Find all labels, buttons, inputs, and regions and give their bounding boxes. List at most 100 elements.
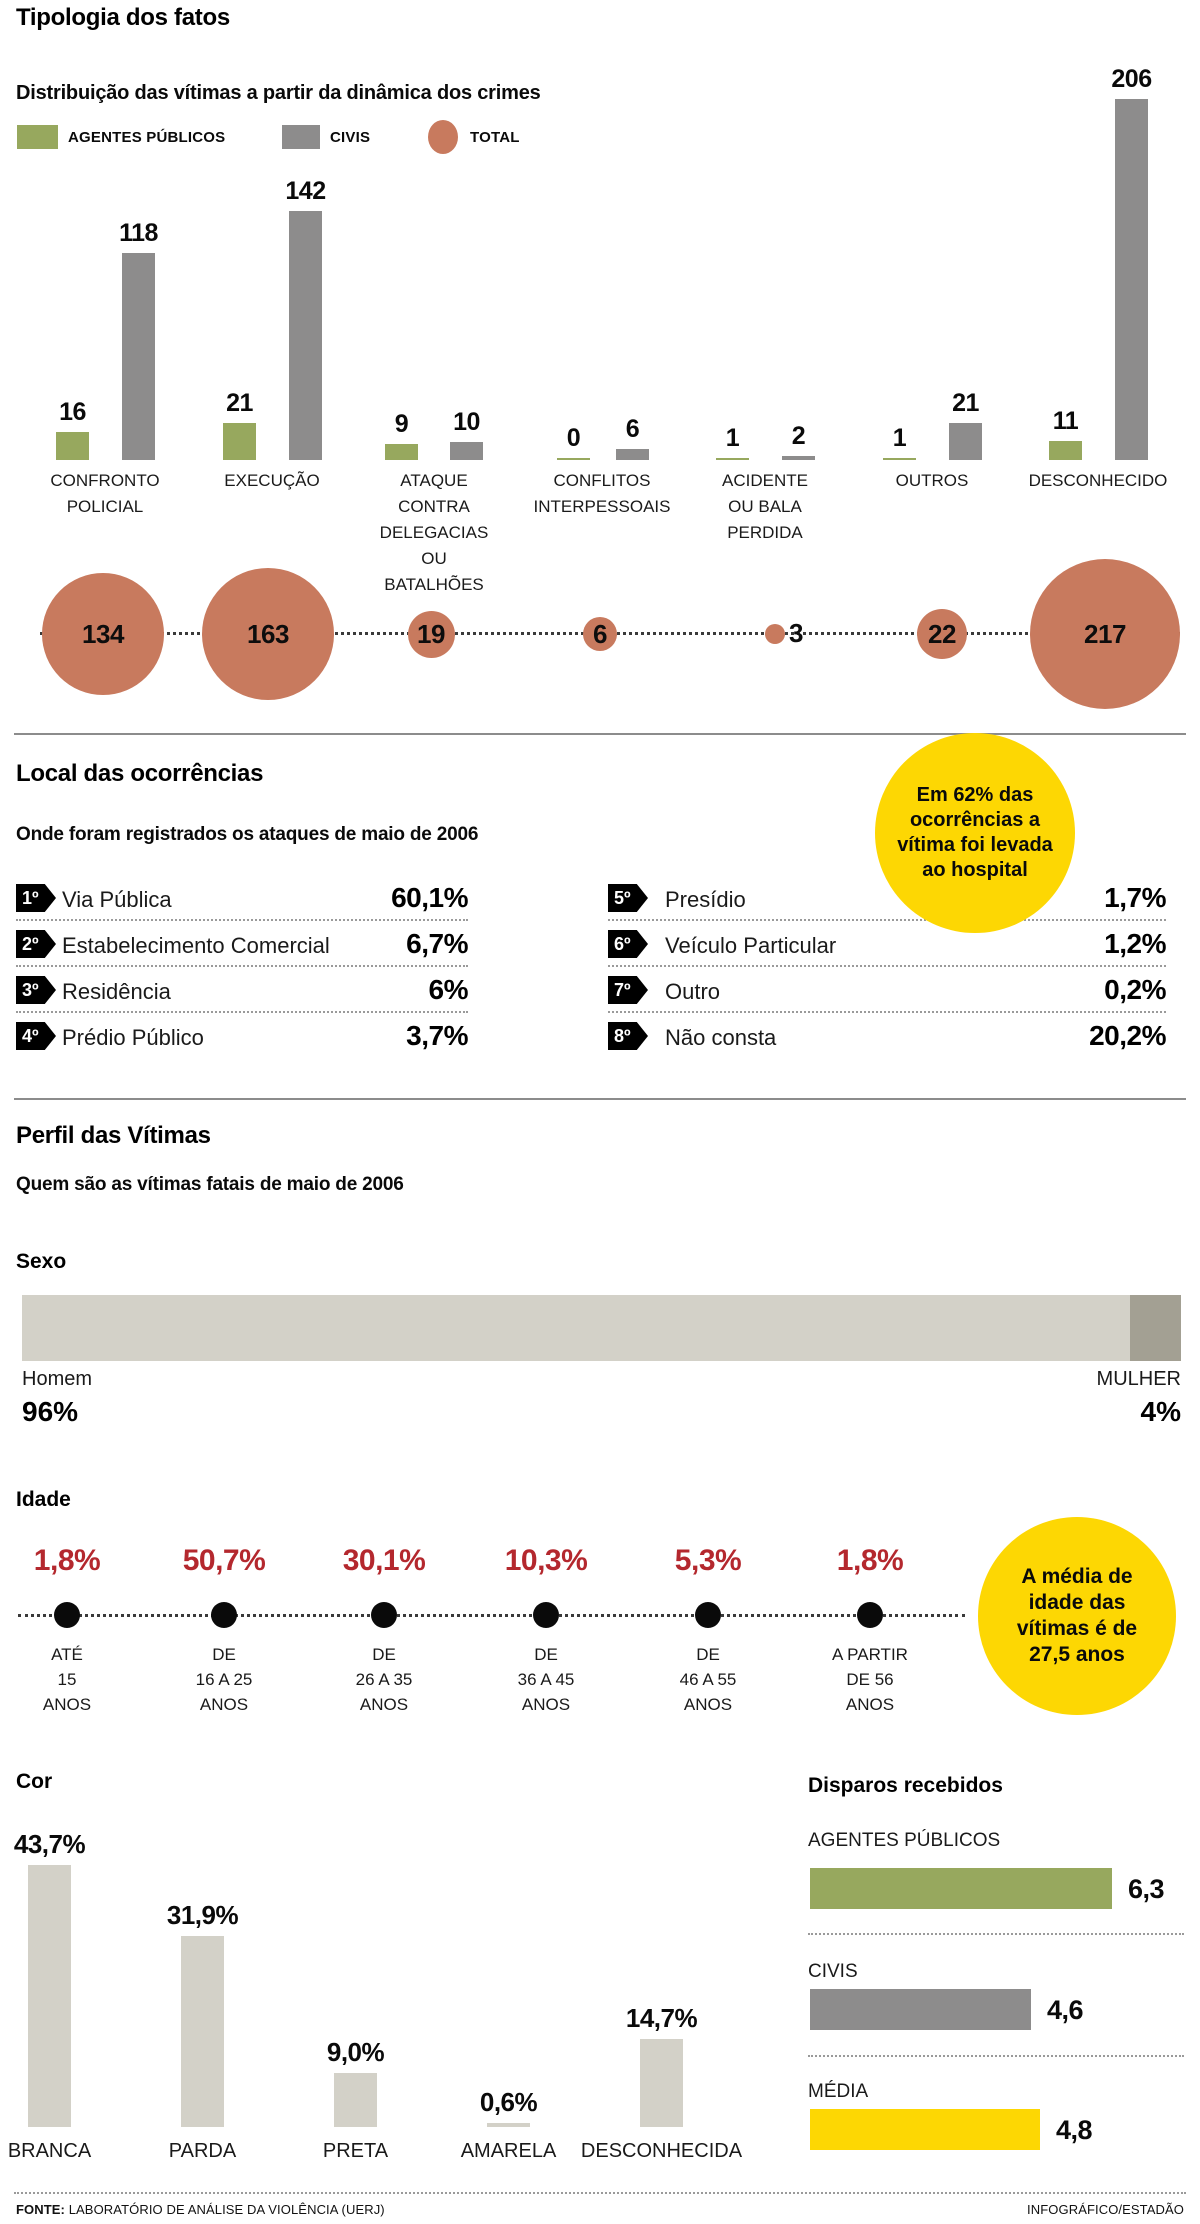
local-item-label: Veículo Particular xyxy=(665,933,837,958)
bar-civis xyxy=(1115,99,1148,460)
bar-value-agentes: 9 xyxy=(394,410,409,438)
hospital-callout-circle: Em 62% das ocorrências a vítima foi leva… xyxy=(875,733,1075,933)
category-label: CONFRONTO POLICIAL xyxy=(50,471,160,516)
page-title: Tipologia dos fatos xyxy=(16,4,230,31)
local-item-label: Residência xyxy=(62,979,171,1004)
local-item-value: 20,2% xyxy=(1089,1020,1166,1051)
local-item-value: 3,7% xyxy=(406,1020,468,1051)
idade-percent: 50,7% xyxy=(182,1544,266,1577)
category-label: ACIDENTE OU BALA PERDIDA xyxy=(722,471,808,542)
disparos-bar-value: 6,3 xyxy=(1128,1874,1165,1904)
sexo-value-mulher: 4% xyxy=(1140,1396,1181,1427)
idade-dot xyxy=(211,1602,237,1628)
cor-bar-value: 43,7% xyxy=(13,1829,86,1859)
bar-value-civis: 118 xyxy=(119,219,158,247)
total-value: 163 xyxy=(247,618,289,649)
total-circle: 134 xyxy=(42,573,164,695)
bar-value-agentes: 0 xyxy=(566,424,581,452)
cor-bar xyxy=(640,2039,683,2127)
legend-label-total: TOTAL xyxy=(470,129,520,146)
cor-bar-value: 14,7% xyxy=(625,2003,698,2033)
idade-dot xyxy=(695,1602,721,1628)
sexo-label-mulher: MULHER xyxy=(1096,1368,1181,1390)
disparos-heading: Disparos recebidos xyxy=(808,1774,1003,1797)
total-value: 217 xyxy=(1084,618,1126,649)
rank-badge: 1º xyxy=(16,884,56,912)
cor-bar-value: 0,6% xyxy=(479,2087,538,2117)
disparos-bar xyxy=(810,1868,1112,1909)
idade-media-callout-text: A média de idade das vítimas é de 27,5 a… xyxy=(1016,1565,1138,1666)
sexo-bar-mulher xyxy=(1130,1295,1181,1361)
bar-value-civis: 2 xyxy=(791,422,806,450)
bar-value-agentes: 16 xyxy=(59,398,86,426)
category-label: DESCONHECIDO xyxy=(1028,471,1168,490)
local-item-value: 1,7% xyxy=(1104,882,1166,913)
bar-civis xyxy=(122,253,155,460)
typology-subtitle: Distribuição das vítimas a partir da din… xyxy=(16,82,541,104)
footer-dotted-line xyxy=(14,2192,1186,2194)
idade-percent: 1,8% xyxy=(836,1544,904,1577)
footer-source: FONTE: LABORATÓRIO DE ANÁLISE DA VIOLÊNC… xyxy=(16,2202,385,2217)
category-label: EXECUÇÃO xyxy=(224,471,320,490)
category-label: ATAQUE CONTRA DELEGACIAS OU BATALHÕES xyxy=(379,471,489,594)
bar-value-civis: 142 xyxy=(285,177,326,205)
local-subtitle: Onde foram registrados os ataques de mai… xyxy=(16,824,479,845)
total-value: 134 xyxy=(82,618,124,649)
disparos-category-label: MÉDIA xyxy=(808,2081,869,2102)
idade-category-label: DE 36 A 45 ANOS xyxy=(517,1645,575,1714)
category-label: OUTROS xyxy=(895,471,969,490)
local-item-value: 1,2% xyxy=(1104,928,1166,959)
rank-badge: 2º xyxy=(16,930,56,958)
bar-value-civis: 21 xyxy=(952,389,979,417)
perfil-title: Perfil das Vítimas xyxy=(16,1122,211,1149)
total-value: 19 xyxy=(417,618,445,649)
bar-agentes xyxy=(56,432,89,460)
category-label: CONFLITOS INTERPESSOAIS xyxy=(533,471,671,516)
cor-category-label: PRETA xyxy=(322,2140,389,2162)
hospital-callout-text: Em 62% das ocorrências a vítima foi leva… xyxy=(897,784,1053,881)
idade-dot xyxy=(533,1602,559,1628)
bar-agentes xyxy=(223,423,256,460)
local-row-separator xyxy=(608,1011,1166,1013)
sexo-value-homem: 96% xyxy=(22,1396,79,1427)
disparos-row-separator xyxy=(808,2055,1184,2057)
idade-percent: 10,3% xyxy=(504,1544,588,1577)
legend-swatch-total xyxy=(428,120,458,154)
rank-badge: 5º xyxy=(608,884,648,912)
sexo-label-homem: Homem xyxy=(22,1368,93,1390)
local-item-label: Via Pública xyxy=(62,887,172,912)
disparos-bar-value: 4,6 xyxy=(1047,1995,1084,2025)
local-item-label: Presídio xyxy=(665,887,746,912)
sexo-bar-homem xyxy=(22,1295,1130,1361)
cor-bar xyxy=(487,2123,530,2127)
local-item-label: Estabelecimento Comercial xyxy=(62,933,330,958)
local-item-label: Não consta xyxy=(665,1025,777,1050)
bar-value-agentes: 1 xyxy=(725,424,740,452)
local-row-separator xyxy=(16,1011,468,1013)
bar-civis xyxy=(782,456,815,460)
bar-civis xyxy=(949,423,982,460)
idade-percent: 5,3% xyxy=(674,1544,742,1577)
cor-bar xyxy=(334,2073,377,2127)
idade-category-label: DE 46 A 55 ANOS xyxy=(679,1645,737,1714)
local-item-value: 0,2% xyxy=(1104,974,1166,1005)
perfil-subtitle: Quem são as vítimas fatais de maio de 20… xyxy=(16,1174,404,1195)
bar-agentes xyxy=(716,458,749,460)
bar-value-civis: 6 xyxy=(625,415,640,443)
bar-value-agentes: 1 xyxy=(892,424,907,452)
idade-media-callout-circle: A média de idade das vítimas é de 27,5 a… xyxy=(978,1517,1176,1715)
bar-civis xyxy=(450,442,483,460)
bar-civis xyxy=(289,211,322,460)
bar-civis xyxy=(616,449,649,460)
legend-label-agentes: AGENTES PÚBLICOS xyxy=(68,129,226,146)
rank-badge: 7º xyxy=(608,976,648,1004)
local-row-separator xyxy=(608,965,1166,967)
legend-label-civis: CIVIS xyxy=(330,129,371,146)
total-circle: 19 xyxy=(407,610,455,658)
bar-agentes xyxy=(1049,441,1082,460)
sexo-heading: Sexo xyxy=(16,1250,67,1273)
section-divider-1 xyxy=(14,733,1186,735)
disparos-bar xyxy=(810,2109,1040,2150)
legend-swatch-civis xyxy=(282,125,320,149)
